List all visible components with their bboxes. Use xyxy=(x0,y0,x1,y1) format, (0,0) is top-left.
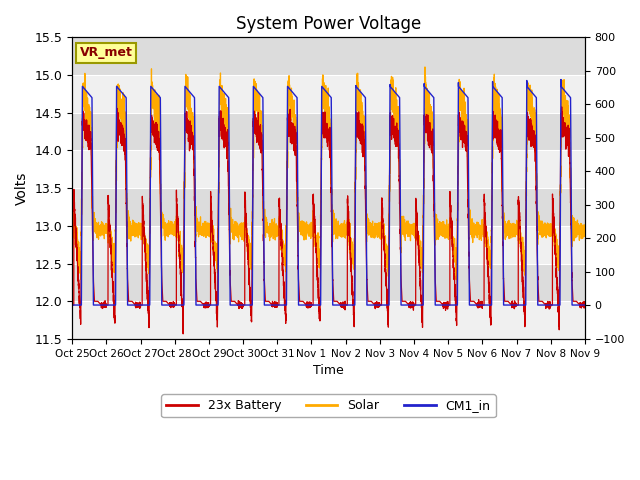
Bar xyxy=(72,188,585,226)
Bar xyxy=(72,75,585,113)
Bar xyxy=(72,226,585,264)
X-axis label: Time: Time xyxy=(313,364,344,377)
Title: System Power Voltage: System Power Voltage xyxy=(236,15,421,33)
Bar xyxy=(72,113,585,150)
Text: VR_met: VR_met xyxy=(80,47,132,60)
Bar xyxy=(72,37,585,75)
Y-axis label: Volts: Volts xyxy=(15,171,29,205)
Legend: 23x Battery, Solar, CM1_in: 23x Battery, Solar, CM1_in xyxy=(161,394,495,417)
Bar xyxy=(72,150,585,188)
Bar xyxy=(72,264,585,301)
Bar xyxy=(72,301,585,339)
